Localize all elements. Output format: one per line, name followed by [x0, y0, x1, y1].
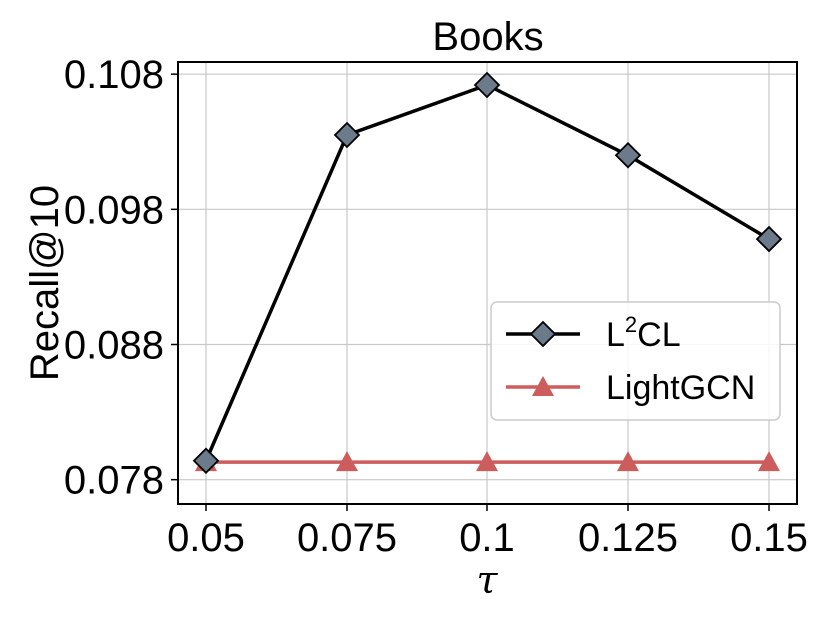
legend-label-lightgcn: LightGCN [606, 369, 755, 407]
series-layer [192, 71, 783, 475]
data-point-lightgcn [476, 451, 498, 472]
grid [178, 62, 797, 504]
legend-box [490, 301, 781, 421]
ticks: 0.05 0.075 0.1 0.125 0.15 0.078 0.088 0.098 0.10… [64, 53, 808, 560]
data-point-l2cl [192, 447, 220, 475]
y-tick-label: 0.108 [64, 53, 164, 97]
y-tick-label: 0.098 [64, 188, 164, 232]
data-point-l2cl [473, 71, 501, 99]
legend-label-l2cl: L2CL [606, 312, 681, 354]
legend-label-l2cl-base: L [606, 316, 625, 354]
data-point-l2cl [755, 225, 783, 253]
x-tick-label: 0.05 [167, 516, 245, 560]
data-point-lightgcn [758, 451, 780, 472]
legend-label-l2cl-sup: 2 [625, 312, 637, 337]
data-point-l2cl [614, 141, 642, 169]
data-point-l2cl [333, 121, 361, 149]
legend-label-l2cl-suffix: CL [637, 316, 680, 354]
x-tick-label: 0.125 [578, 516, 678, 560]
legend-marker-l2cl [529, 320, 557, 348]
x-tick-label: 0.075 [297, 516, 397, 560]
chart-title: Books [432, 15, 543, 59]
y-tick-label: 0.078 [64, 459, 164, 503]
x-axis-label: τ [476, 558, 498, 602]
legend-marker-lightgcn [532, 376, 554, 396]
y-tick-label: 0.088 [64, 324, 164, 368]
data-point-lightgcn [336, 451, 358, 472]
x-tick-label: 0.1 [459, 516, 515, 560]
data-point-lightgcn [617, 451, 639, 472]
legend: L2CL LightGCN [490, 301, 781, 421]
y-axis-label: Recall@10 [23, 185, 67, 381]
x-tick-label: 0.15 [730, 516, 808, 560]
